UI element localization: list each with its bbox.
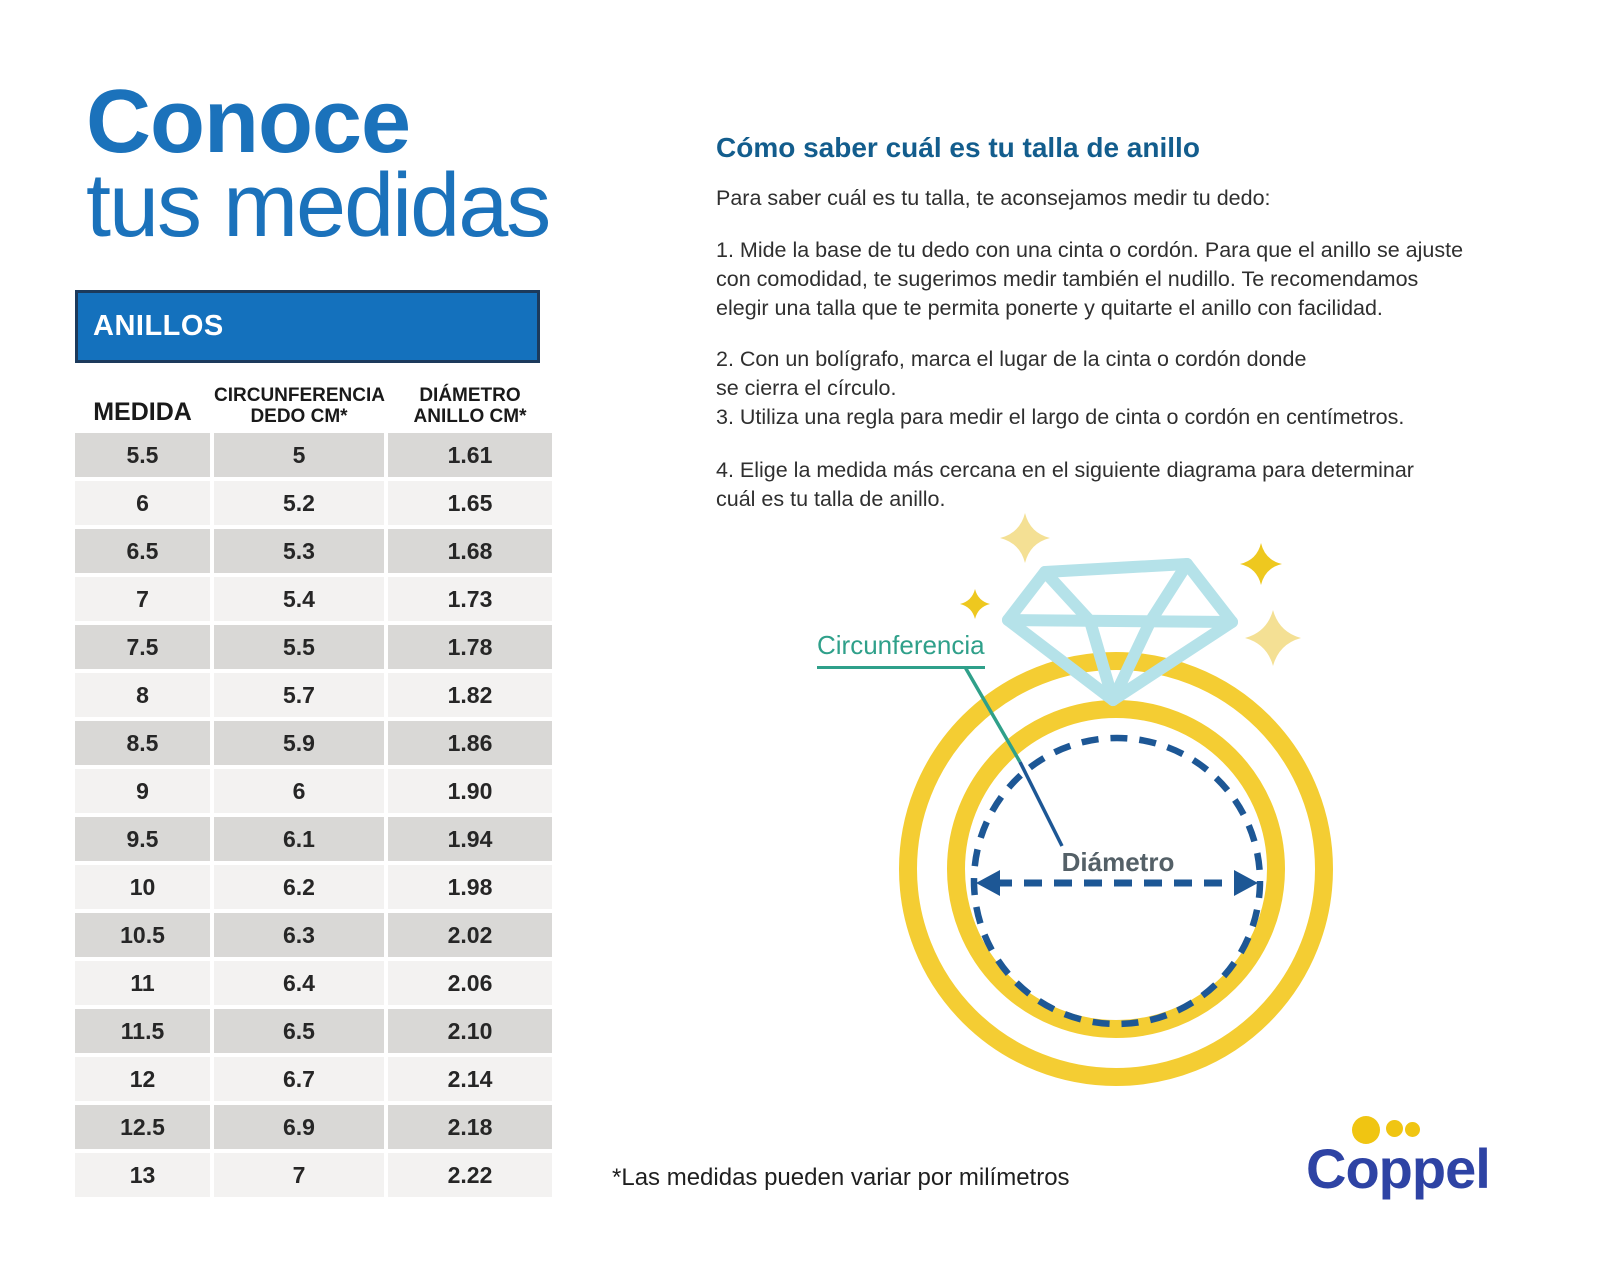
table-cell: 7 (75, 577, 210, 621)
step-2: 2. Con un bolígrafo, marca el lugar de l… (716, 347, 1307, 400)
table-cell: 2.02 (388, 913, 552, 957)
table-cell: 2.10 (388, 1009, 552, 1053)
sparkle-icon (960, 513, 1301, 666)
table-cell: 5.5 (75, 433, 210, 477)
table-cell: 5.7 (214, 673, 384, 717)
arrow-right-icon (1234, 870, 1258, 896)
table-cell: 1.61 (388, 433, 552, 477)
table-cell: 8.5 (75, 721, 210, 765)
table-cell: 11 (75, 961, 210, 1005)
table-cell: 5.2 (214, 481, 384, 525)
sparkle-icon-top-left (1000, 513, 1050, 563)
table-cell: 1.82 (388, 673, 552, 717)
column-header-circunferencia: CIRCUNFERENCIA DEDO CM* (214, 385, 385, 427)
circumference-label: Circunferencia (817, 630, 985, 669)
ring-size-table-body: 5.5 5 1.61 6 5.2 1.65 6.5 5.3 1.68 7 5.4 1.73 7.5 5.5… (75, 433, 552, 1197)
table-cell: 12.5 (75, 1105, 210, 1149)
table-cell: 6 (75, 481, 210, 525)
table-cell: 11.5 (75, 1009, 210, 1053)
table-cell: 9 (75, 769, 210, 813)
table-cell: 1.90 (388, 769, 552, 813)
logo-dot-medium (1386, 1120, 1403, 1137)
logo-wordmark: Coppel (1306, 1137, 1491, 1200)
column-header-diametro: DIÁMETRO ANILLO CM* (413, 385, 527, 427)
footnote: *Las medidas pueden variar por milímetro… (612, 1164, 1070, 1191)
sparkle-icon-right (1245, 610, 1301, 666)
sparkle-icon-left (960, 589, 990, 619)
logo-dot-small (1405, 1122, 1420, 1137)
table-title-bar: ANILLOS (75, 290, 540, 363)
page-title-line1: Conoce (86, 72, 411, 172)
table-cell: 5.9 (214, 721, 384, 765)
guide-intro: Para saber cuál es tu talla, te aconseja… (716, 186, 1271, 210)
circumference-dashed-circle (970, 734, 1264, 1028)
ring-outer-circle (899, 652, 1333, 1086)
table-cell: 8 (75, 673, 210, 717)
table-cell: 9.5 (75, 817, 210, 861)
column-header-medida: MEDIDA (93, 398, 192, 426)
table-title-label: ANILLOS (93, 310, 224, 342)
table-cell: 6.5 (214, 1009, 384, 1053)
ring-diagram (899, 513, 1333, 1086)
table-cell: 6 (214, 769, 384, 813)
table-cell: 6.9 (214, 1105, 384, 1149)
table-column-headers: MEDIDA CIRCUNFERENCIA DEDO CM* DIÁMETRO … (75, 363, 552, 433)
table-cell: 13 (75, 1153, 210, 1197)
table-cell: 6.4 (214, 961, 384, 1005)
sparkle-icon-top-right (1240, 543, 1282, 585)
table-cell: 1.73 (388, 577, 552, 621)
table-cell: 12 (75, 1057, 210, 1101)
table-cell: 1.78 (388, 625, 552, 669)
table-cell: 5.3 (214, 529, 384, 573)
table-cell: 7 (214, 1153, 384, 1197)
table-cell: 5.4 (214, 577, 384, 621)
table-cell: 2.18 (388, 1105, 552, 1149)
page-title: Conoce tus medidas (86, 72, 551, 256)
table-cell: 1.65 (388, 481, 552, 525)
table-cell: 10 (75, 865, 210, 909)
step-1: 1. Mide la base de tu dedo con una cinta… (716, 238, 1464, 320)
table-cell: 1.94 (388, 817, 552, 861)
diameter-arrow (976, 870, 1258, 896)
table-cell: 7.5 (75, 625, 210, 669)
diameter-label: Diámetro (1061, 847, 1175, 877)
table-cell: 1.98 (388, 865, 552, 909)
circumference-leader-line (963, 666, 1064, 847)
table-cell: 5 (214, 433, 384, 477)
table-cell: 6.3 (214, 913, 384, 957)
arrow-left-icon (976, 870, 1000, 896)
table-cell: 1.86 (388, 721, 552, 765)
table-cell: 2.14 (388, 1057, 552, 1101)
table-cell: 6.2 (214, 865, 384, 909)
diamond-icon (1002, 558, 1238, 706)
table-cell: 2.22 (388, 1153, 552, 1197)
table-cell: 2.06 (388, 961, 552, 1005)
table-cell: 5.5 (214, 625, 384, 669)
page-title-line2: tus medidas (86, 156, 551, 256)
ring-size-table: ANILLOS MEDIDA CIRCUNFERENCIA DEDO CM* D… (75, 290, 552, 1197)
ring-inner-circle (947, 700, 1285, 1038)
step-4: 4. Elige la medida más cercana en el sig… (716, 458, 1414, 511)
table-cell: 6.5 (75, 529, 210, 573)
table-cell: 10.5 (75, 913, 210, 957)
guide-heading: Cómo saber cuál es tu talla de anillo (716, 132, 1200, 163)
table-cell: 1.68 (388, 529, 552, 573)
logo-dot-large (1352, 1116, 1380, 1144)
step-3: 3. Utiliza una regla para medir el largo… (716, 405, 1405, 429)
table-cell: 6.7 (214, 1057, 384, 1101)
table-cell: 6.1 (214, 817, 384, 861)
